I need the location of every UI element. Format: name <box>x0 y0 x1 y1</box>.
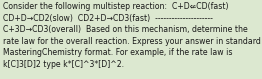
Text: Consider the following multistep reaction:  C+D⇍CD(fast)
CD+D→CD2(slow)  CD2+D→C: Consider the following multistep reactio… <box>3 2 261 69</box>
